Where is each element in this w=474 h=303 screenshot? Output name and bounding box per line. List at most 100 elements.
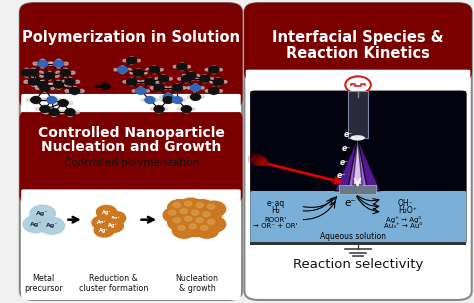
Circle shape xyxy=(24,68,29,71)
Circle shape xyxy=(57,98,61,102)
Circle shape xyxy=(94,224,114,237)
Circle shape xyxy=(31,77,36,80)
Circle shape xyxy=(45,111,49,114)
Circle shape xyxy=(157,111,161,113)
Circle shape xyxy=(196,75,200,77)
Circle shape xyxy=(262,161,269,166)
Circle shape xyxy=(130,72,134,74)
Circle shape xyxy=(56,59,61,62)
Circle shape xyxy=(219,90,222,92)
Circle shape xyxy=(48,83,52,86)
Circle shape xyxy=(39,217,64,234)
Circle shape xyxy=(31,68,36,71)
Circle shape xyxy=(24,80,28,83)
Circle shape xyxy=(177,63,187,70)
FancyBboxPatch shape xyxy=(245,3,472,82)
Circle shape xyxy=(163,207,187,223)
Circle shape xyxy=(157,84,161,86)
Circle shape xyxy=(59,111,64,114)
Circle shape xyxy=(197,209,221,225)
Circle shape xyxy=(217,83,220,86)
Circle shape xyxy=(184,105,188,108)
Circle shape xyxy=(145,78,155,85)
FancyBboxPatch shape xyxy=(20,3,242,300)
FancyBboxPatch shape xyxy=(250,191,466,244)
Circle shape xyxy=(36,108,40,111)
Circle shape xyxy=(186,72,196,79)
Circle shape xyxy=(31,83,36,86)
Text: Ag⁺: Ag⁺ xyxy=(97,220,107,225)
Circle shape xyxy=(209,66,219,73)
Text: Controlled polymerization: Controlled polymerization xyxy=(64,158,199,168)
Circle shape xyxy=(159,68,163,71)
Circle shape xyxy=(168,200,191,215)
FancyBboxPatch shape xyxy=(20,3,242,109)
Circle shape xyxy=(175,84,179,86)
Circle shape xyxy=(166,96,170,98)
Circle shape xyxy=(47,77,52,80)
Circle shape xyxy=(118,66,128,73)
Circle shape xyxy=(130,83,134,86)
Circle shape xyxy=(169,87,172,89)
Circle shape xyxy=(178,108,182,110)
Text: Controlled Nanoparticle: Controlled Nanoparticle xyxy=(38,126,225,140)
Circle shape xyxy=(56,71,61,74)
Circle shape xyxy=(71,71,75,74)
Circle shape xyxy=(43,83,47,86)
Circle shape xyxy=(182,87,186,89)
Text: Polymerization in Solution: Polymerization in Solution xyxy=(22,30,240,45)
Circle shape xyxy=(210,78,213,80)
Circle shape xyxy=(166,102,170,104)
Circle shape xyxy=(256,158,267,165)
FancyBboxPatch shape xyxy=(246,70,470,88)
Circle shape xyxy=(169,210,176,215)
Text: → OR⁻ + OR': → OR⁻ + OR' xyxy=(253,223,298,229)
Circle shape xyxy=(205,68,209,71)
Circle shape xyxy=(32,71,36,74)
Circle shape xyxy=(65,78,75,85)
Circle shape xyxy=(24,71,28,74)
Circle shape xyxy=(61,105,65,108)
Circle shape xyxy=(36,86,40,89)
Bar xyxy=(250,242,466,245)
Circle shape xyxy=(191,210,199,215)
Circle shape xyxy=(254,157,266,165)
Circle shape xyxy=(130,78,134,80)
Circle shape xyxy=(212,71,216,74)
Text: Au₃⁺ → Au⁰: Au₃⁺ → Au⁰ xyxy=(384,223,422,229)
Circle shape xyxy=(186,207,210,223)
Circle shape xyxy=(45,72,55,79)
Circle shape xyxy=(61,98,65,102)
Circle shape xyxy=(201,96,204,98)
Circle shape xyxy=(148,78,152,80)
Circle shape xyxy=(184,201,192,206)
Circle shape xyxy=(103,219,123,232)
Circle shape xyxy=(194,93,197,95)
Circle shape xyxy=(106,211,126,225)
Circle shape xyxy=(200,75,210,82)
Circle shape xyxy=(166,93,170,95)
Circle shape xyxy=(61,111,65,114)
Circle shape xyxy=(179,213,203,229)
Circle shape xyxy=(217,78,220,80)
Circle shape xyxy=(42,98,47,102)
Circle shape xyxy=(128,68,131,71)
Circle shape xyxy=(196,218,203,223)
Circle shape xyxy=(175,96,179,98)
Bar xyxy=(347,91,368,138)
Circle shape xyxy=(127,78,137,85)
Circle shape xyxy=(194,89,197,92)
Circle shape xyxy=(162,80,165,83)
Circle shape xyxy=(40,86,45,89)
Text: e⁻: e⁻ xyxy=(344,130,353,139)
Circle shape xyxy=(173,203,181,208)
FancyBboxPatch shape xyxy=(245,3,472,300)
Circle shape xyxy=(68,102,73,105)
Circle shape xyxy=(63,74,68,77)
Circle shape xyxy=(159,96,163,98)
Circle shape xyxy=(153,66,156,68)
Circle shape xyxy=(22,69,32,76)
Circle shape xyxy=(130,57,134,59)
Circle shape xyxy=(26,98,31,102)
Circle shape xyxy=(168,215,191,231)
